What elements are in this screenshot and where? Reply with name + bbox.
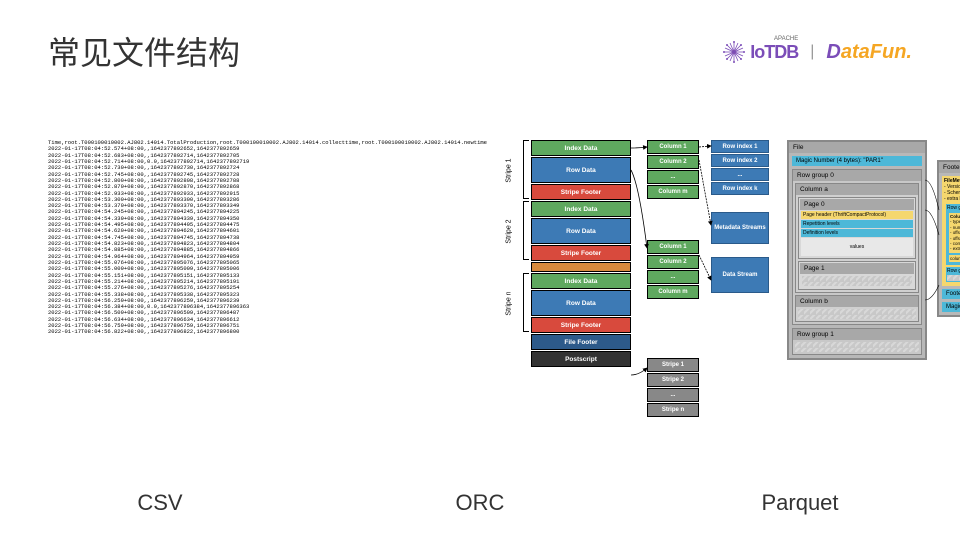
pq-rg1-meta: Row group 1 meta data: [946, 267, 960, 282]
stripe-label: Stripe 1 [506, 158, 513, 182]
stripe-label: Stripe n [506, 291, 513, 315]
orc-stripe-ref: Stripe n [647, 403, 699, 417]
iotdb-burst-icon [722, 40, 746, 64]
orc-stripe-ref: Stripe 1 [647, 358, 699, 372]
iotdb-logo: APACHE IoTDB [722, 40, 798, 64]
content-row: Time,root.T000100010002.AJ802.14014.Tota… [0, 140, 960, 430]
pq-rg0-meta: Row group 0 meta data: Column a meta dat… [946, 204, 960, 265]
orc-column-block: Column 1 [647, 140, 699, 154]
pq-colb-meta: column "b" meta data [949, 255, 960, 262]
pq-tear [802, 276, 912, 286]
pq-tear [947, 275, 960, 281]
pq-file-label: File [789, 142, 925, 153]
pq-column-a: Column a Page 0 Page header (ThriftCompa… [795, 183, 919, 293]
pq-file: File Magic Number (4 bytes): "PAR1" Row … [787, 140, 927, 360]
orc-diagram: Index DataRow DataStripe FooterIndex Dat… [507, 140, 777, 430]
orc-column-block: ... [647, 170, 699, 184]
apache-label: APACHE [774, 36, 798, 42]
pq-footer-label: Footer [939, 162, 960, 173]
pq-tear [798, 309, 916, 319]
pq-colb-label: Column b [796, 296, 918, 307]
orc-stripe-ref: ... [647, 388, 699, 402]
pq-magic: Magic Number (4 bytes): "PAR1" [792, 156, 922, 166]
pq-filemeta: FileMetaData (ThriftCompactProtocol) - V… [942, 176, 960, 286]
orc-rowindex: Row index 2 [711, 154, 769, 167]
pq-magic2: Magic Number (4 bytes): "PAR1" [942, 302, 960, 312]
pq-rowgroup0: Row group 0 Column a Page 0 Page header … [792, 169, 922, 325]
orc-label: ORC [320, 490, 640, 516]
parquet-column: File Magic Number (4 bytes): "PAR1" Row … [777, 140, 960, 430]
orc-column-block: Column 1 [647, 240, 699, 254]
pq-cola-label: Column a [796, 184, 918, 195]
iotdb-text: IoTDB [750, 42, 798, 62]
orc-block: Stripe Footer [531, 317, 631, 333]
orc-column: Index DataRow DataStripe FooterIndex Dat… [507, 140, 777, 430]
pq-tear [795, 342, 919, 352]
pq-pageheader: Page header (ThriftCompactProtocol) [801, 211, 913, 219]
orc-column-block: Column m [647, 185, 699, 199]
orc-datastream: Data Stream [711, 257, 769, 293]
pq-rowgroup1: Row group 1 [792, 328, 922, 355]
orc-block: Row Data [531, 290, 631, 316]
pq-rep-levels: Repetition levels [801, 220, 913, 228]
csv-data: Time,root.T000100010002.AJ802.14014.Tota… [0, 140, 507, 336]
orc-tail: File Footer [531, 334, 631, 350]
page-title: 常见文件结构 [48, 28, 240, 74]
orc-block: Row Data [531, 157, 631, 183]
labels-row: CSV ORC Parquet [0, 490, 960, 516]
pq-footer-len: Footer length (4 bytes) [942, 289, 960, 299]
orc-rowindex: Row index k [711, 182, 769, 195]
datafun-rest: ataFun. [841, 41, 912, 63]
pq-rg0-label: Row group 0 [793, 170, 921, 181]
stripe-label: Stripe 2 [506, 219, 513, 243]
parquet-diagram: File Magic Number (4 bytes): "PAR1" Row … [777, 140, 960, 420]
pq-footer: Footer FileMetaData (ThriftCompactProtoc… [937, 160, 960, 317]
pq-values: values [801, 238, 913, 256]
orc-tail: Postscript [531, 351, 631, 367]
orc-block: Row Data [531, 218, 631, 244]
orc-column-block: Column 2 [647, 155, 699, 169]
orc-column-block: Column 2 [647, 255, 699, 269]
csv-column: Time,root.T000100010002.AJ802.14014.Tota… [0, 140, 507, 430]
pq-page1-label: Page 1 [800, 263, 914, 274]
pq-cola-meta: Column a meta data: - type / path / enco… [949, 213, 960, 253]
orc-metastream: Metadata Streams [711, 212, 769, 244]
orc-rowindex: Row index 1 [711, 140, 769, 153]
orc-rowindex: ... [711, 168, 769, 181]
orc-stripe-ref: Stripe 2 [647, 373, 699, 387]
pq-column-b: Column b [795, 295, 919, 322]
datafun-logo: DataFun. [826, 41, 912, 64]
pq-page0-label: Page 0 [800, 199, 914, 210]
orc-column-block: Column m [647, 285, 699, 299]
datafun-d: D [826, 41, 840, 63]
orc-block: Index Data [531, 201, 631, 217]
orc-block: Stripe Footer [531, 245, 631, 261]
pq-page1: Page 1 [798, 261, 916, 290]
csv-label: CSV [0, 490, 320, 516]
pq-page0: Page 0 Page header (ThriftCompactProtoco… [798, 197, 916, 259]
pq-rg1-label: Row group 1 [793, 329, 921, 340]
logo-separator: | [810, 43, 814, 61]
orc-block: Index Data [531, 273, 631, 289]
parquet-label: Parquet [640, 490, 960, 516]
pq-def-levels: Definition levels [801, 229, 913, 237]
orc-column-block: ... [647, 270, 699, 284]
orc-block: Stripe Footer [531, 184, 631, 200]
logo-area: APACHE IoTDB | DataFun. [722, 40, 912, 64]
orc-block: Index Data [531, 140, 631, 156]
